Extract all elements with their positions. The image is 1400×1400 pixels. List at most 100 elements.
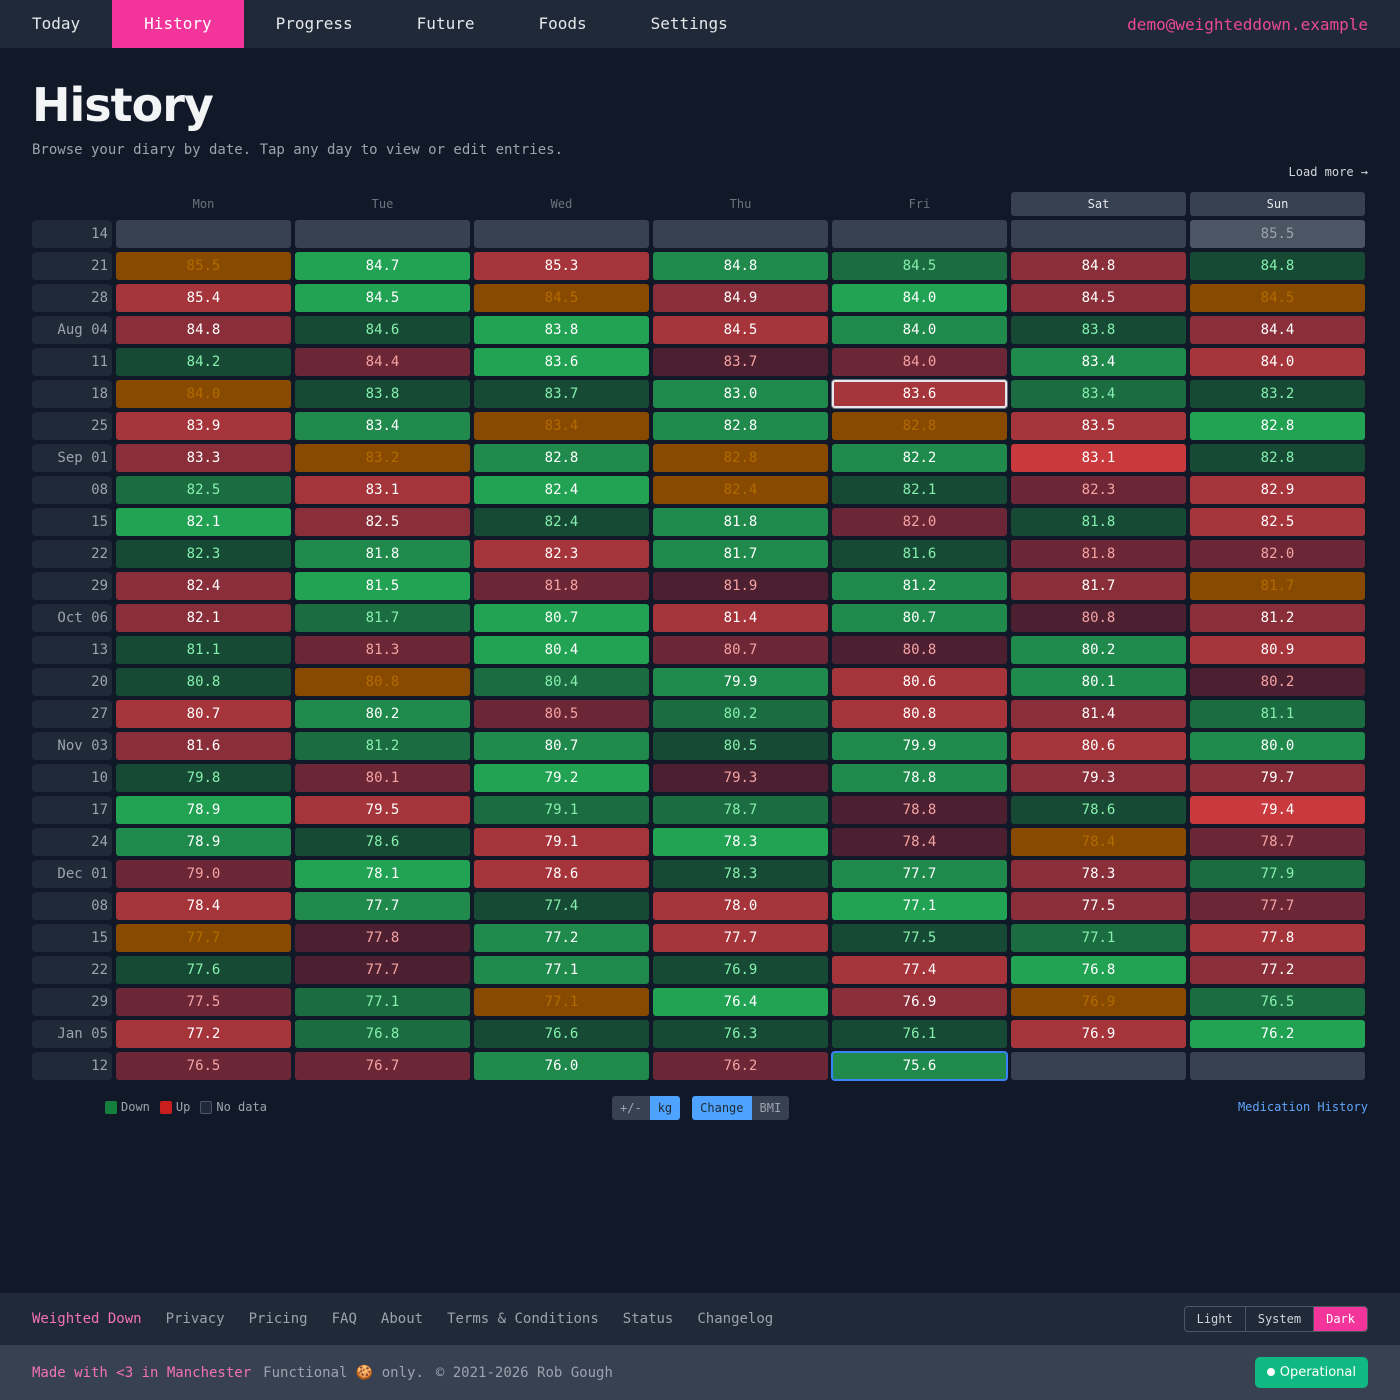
account-email[interactable]: demo@weighteddown.example bbox=[1127, 14, 1368, 34]
day-cell[interactable]: 83.7 bbox=[653, 348, 828, 376]
day-cell[interactable]: 84.5 bbox=[832, 252, 1007, 280]
day-cell[interactable]: 80.0 bbox=[1190, 732, 1365, 760]
day-cell[interactable]: 81.2 bbox=[832, 572, 1007, 600]
day-cell[interactable]: 77.2 bbox=[1190, 956, 1365, 984]
day-cell[interactable]: 77.5 bbox=[1011, 892, 1186, 920]
day-cell[interactable]: 81.6 bbox=[832, 540, 1007, 568]
day-cell[interactable]: 84.2 bbox=[116, 348, 291, 376]
day-cell[interactable]: 81.3 bbox=[295, 636, 470, 664]
day-cell[interactable]: 77.2 bbox=[474, 924, 649, 952]
day-cell[interactable]: 81.4 bbox=[653, 604, 828, 632]
day-cell[interactable]: 85.5 bbox=[116, 252, 291, 280]
day-cell[interactable]: 81.7 bbox=[1190, 572, 1365, 600]
day-cell[interactable]: 80.6 bbox=[832, 668, 1007, 696]
day-cell[interactable]: 80.7 bbox=[653, 636, 828, 664]
day-cell[interactable]: 78.6 bbox=[1011, 796, 1186, 824]
day-cell[interactable]: 80.8 bbox=[295, 668, 470, 696]
day-cell[interactable]: 84.0 bbox=[116, 380, 291, 408]
day-cell[interactable]: 82.4 bbox=[474, 508, 649, 536]
day-cell[interactable]: 81.7 bbox=[295, 604, 470, 632]
day-cell[interactable]: 77.1 bbox=[474, 956, 649, 984]
day-cell[interactable]: 79.3 bbox=[653, 764, 828, 792]
day-cell[interactable]: 84.7 bbox=[295, 252, 470, 280]
day-cell[interactable]: 76.9 bbox=[832, 988, 1007, 1016]
day-cell[interactable]: 78.7 bbox=[1190, 828, 1365, 856]
day-cell[interactable]: 79.7 bbox=[1190, 764, 1365, 792]
day-cell[interactable]: 83.9 bbox=[116, 412, 291, 440]
day-cell[interactable]: 82.3 bbox=[1011, 476, 1186, 504]
day-cell[interactable]: 82.9 bbox=[1190, 476, 1365, 504]
day-cell[interactable]: 81.2 bbox=[295, 732, 470, 760]
day-cell[interactable]: 85.3 bbox=[474, 252, 649, 280]
day-cell[interactable]: 77.5 bbox=[116, 988, 291, 1016]
day-cell[interactable]: 84.5 bbox=[474, 284, 649, 312]
nav-foods[interactable]: Foods bbox=[538, 14, 587, 33]
day-cell[interactable]: 80.7 bbox=[474, 604, 649, 632]
day-cell[interactable]: 82.5 bbox=[1190, 508, 1365, 536]
day-cell[interactable]: 84.8 bbox=[116, 316, 291, 344]
day-cell[interactable]: 80.4 bbox=[474, 668, 649, 696]
day-cell[interactable]: 80.1 bbox=[295, 764, 470, 792]
theme-system[interactable]: System bbox=[1246, 1307, 1315, 1331]
day-cell[interactable]: 84.4 bbox=[295, 348, 470, 376]
day-cell[interactable]: 77.1 bbox=[1011, 924, 1186, 952]
day-cell[interactable]: 82.0 bbox=[832, 508, 1007, 536]
day-cell[interactable]: 79.3 bbox=[1011, 764, 1186, 792]
day-cell[interactable]: 79.5 bbox=[295, 796, 470, 824]
day-cell[interactable]: 76.5 bbox=[116, 1052, 291, 1080]
day-cell[interactable]: 78.3 bbox=[1011, 860, 1186, 888]
day-cell[interactable]: 77.9 bbox=[1190, 860, 1365, 888]
nav-settings[interactable]: Settings bbox=[650, 14, 728, 33]
day-cell[interactable]: 76.3 bbox=[653, 1020, 828, 1048]
day-cell[interactable]: 81.7 bbox=[653, 540, 828, 568]
day-cell[interactable]: 80.8 bbox=[116, 668, 291, 696]
day-cell[interactable]: 82.0 bbox=[1190, 540, 1365, 568]
footer-link-faq[interactable]: FAQ bbox=[331, 1311, 357, 1327]
day-cell[interactable]: 80.9 bbox=[1190, 636, 1365, 664]
day-cell[interactable]: 85.5 bbox=[1190, 220, 1365, 248]
day-cell[interactable]: 75.6 bbox=[831, 1051, 1008, 1081]
day-cell[interactable]: 81.6 bbox=[116, 732, 291, 760]
day-cell[interactable]: 81.7 bbox=[1011, 572, 1186, 600]
day-cell[interactable]: 81.8 bbox=[474, 572, 649, 600]
day-cell[interactable]: 76.9 bbox=[653, 956, 828, 984]
toggle-change[interactable]: Change bbox=[692, 1096, 752, 1120]
day-cell[interactable]: 82.5 bbox=[116, 476, 291, 504]
day-cell[interactable]: 76.5 bbox=[1190, 988, 1365, 1016]
day-cell[interactable]: 76.9 bbox=[1011, 988, 1186, 1016]
day-cell[interactable]: 81.8 bbox=[295, 540, 470, 568]
day-cell[interactable]: 80.8 bbox=[1011, 604, 1186, 632]
day-cell[interactable]: 82.4 bbox=[653, 476, 828, 504]
nav-future[interactable]: Future bbox=[416, 14, 475, 33]
day-cell[interactable]: 80.5 bbox=[474, 700, 649, 728]
day-cell[interactable]: 82.4 bbox=[116, 572, 291, 600]
footer-link-pricing[interactable]: Pricing bbox=[248, 1311, 308, 1327]
day-cell[interactable]: 78.8 bbox=[832, 764, 1007, 792]
day-cell[interactable]: 82.3 bbox=[474, 540, 649, 568]
status-badge[interactable]: Operational bbox=[1254, 1357, 1368, 1388]
day-cell[interactable]: 79.8 bbox=[116, 764, 291, 792]
day-cell[interactable]: 76.8 bbox=[1011, 956, 1186, 984]
day-cell[interactable]: 77.7 bbox=[295, 956, 470, 984]
day-cell[interactable]: 83.1 bbox=[295, 476, 470, 504]
day-cell[interactable]: 78.6 bbox=[295, 828, 470, 856]
day-cell[interactable]: 84.0 bbox=[832, 284, 1007, 312]
day-cell[interactable]: 83.4 bbox=[474, 412, 649, 440]
day-cell[interactable]: 76.2 bbox=[653, 1052, 828, 1080]
day-cell[interactable]: 79.1 bbox=[474, 796, 649, 824]
day-cell[interactable]: 80.7 bbox=[116, 700, 291, 728]
day-cell[interactable]: 83.6 bbox=[832, 380, 1007, 408]
day-cell[interactable]: 79.2 bbox=[474, 764, 649, 792]
day-cell[interactable]: 83.8 bbox=[1011, 316, 1186, 344]
day-cell[interactable]: 78.3 bbox=[653, 860, 828, 888]
footer-link-changelog[interactable]: Changelog bbox=[697, 1311, 774, 1327]
load-more-link[interactable]: Load more → bbox=[1288, 165, 1368, 179]
day-cell[interactable]: 80.7 bbox=[474, 732, 649, 760]
day-cell[interactable]: 76.6 bbox=[474, 1020, 649, 1048]
day-cell[interactable]: 84.5 bbox=[1011, 284, 1186, 312]
day-cell[interactable]: 77.2 bbox=[116, 1020, 291, 1048]
day-cell[interactable]: 76.4 bbox=[653, 988, 828, 1016]
footer-brand[interactable]: Weighted Down bbox=[32, 1311, 142, 1327]
day-cell[interactable]: 81.8 bbox=[653, 508, 828, 536]
day-cell[interactable]: 77.7 bbox=[653, 924, 828, 952]
